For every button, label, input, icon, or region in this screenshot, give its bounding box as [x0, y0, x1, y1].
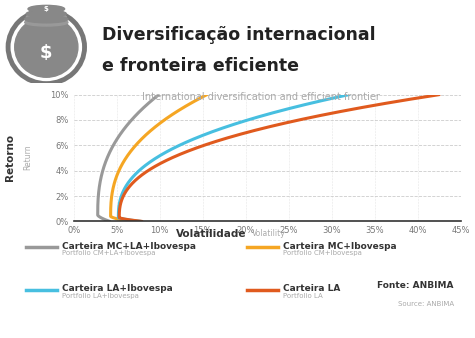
Ellipse shape: [26, 10, 66, 17]
Ellipse shape: [26, 13, 66, 21]
Ellipse shape: [25, 16, 68, 23]
Text: Carteira LA: Carteira LA: [283, 284, 340, 293]
Text: $: $: [44, 5, 49, 11]
Text: Source: ANBIMA: Source: ANBIMA: [398, 301, 454, 307]
Text: Portfolio CM+LA+Ibovespa: Portfolio CM+LA+Ibovespa: [62, 250, 155, 257]
Text: Carteira LA+Ibovespa: Carteira LA+Ibovespa: [62, 284, 172, 293]
Text: Carteira MC+Ibovespa: Carteira MC+Ibovespa: [283, 242, 396, 251]
Text: e fronteira eficiente: e fronteira eficiente: [102, 57, 299, 75]
Circle shape: [15, 17, 78, 77]
Text: Portfolio LA: Portfolio LA: [283, 293, 323, 299]
Text: Carteira MC+LA+Ibovespa: Carteira MC+LA+Ibovespa: [62, 242, 196, 251]
Text: Fonte: ANBIMA: Fonte: ANBIMA: [377, 281, 454, 290]
Text: Retorno: Retorno: [5, 134, 16, 181]
Text: Volatilidade: Volatilidade: [176, 229, 247, 239]
Text: $: $: [40, 44, 53, 62]
Text: Return: Return: [23, 144, 32, 170]
Text: Portfolio CM+Ibovespa: Portfolio CM+Ibovespa: [283, 250, 361, 257]
Text: Volatility: Volatility: [251, 230, 285, 238]
Text: Portfolio LA+Ibovespa: Portfolio LA+Ibovespa: [62, 293, 139, 299]
Ellipse shape: [25, 19, 68, 26]
Text: International diversification and efficient frontier: International diversification and effici…: [142, 92, 380, 102]
Ellipse shape: [28, 5, 65, 13]
Text: Diversificação internacional: Diversificação internacional: [102, 26, 376, 45]
